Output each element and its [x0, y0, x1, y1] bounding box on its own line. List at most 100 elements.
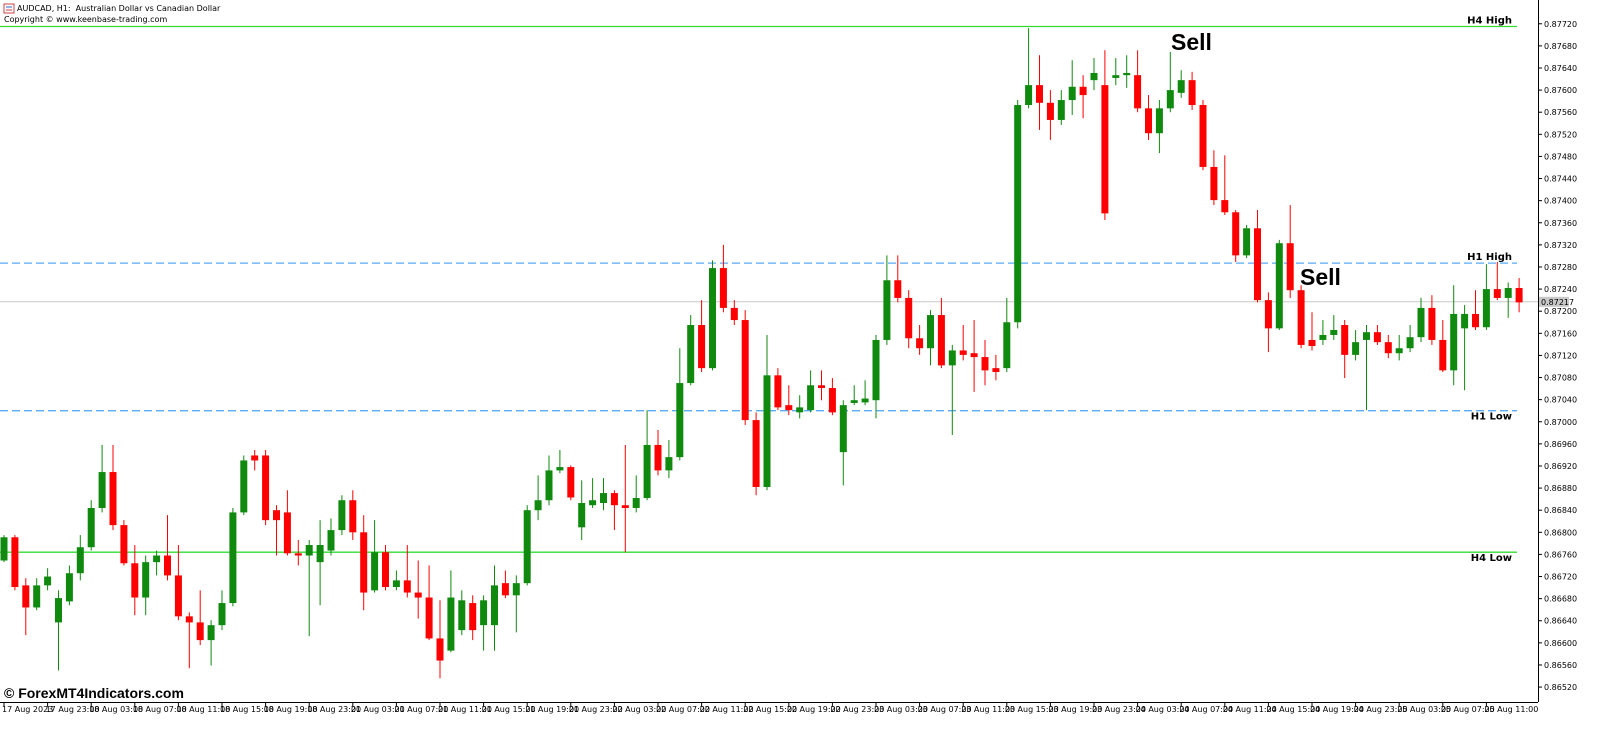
- y-tick-label: 0.87720: [1544, 20, 1577, 29]
- candle-body: [883, 280, 891, 340]
- candle-body: [1417, 307, 1425, 338]
- candle-body: [818, 385, 825, 389]
- y-tick-label: 0.87520: [1544, 130, 1577, 139]
- candle-body: [741, 320, 749, 421]
- x-tick-label: 24 Aug 03:00: [1136, 705, 1190, 714]
- x-tick-label: 22 Aug 15:00: [743, 705, 797, 714]
- candle-body: [719, 268, 727, 308]
- candle-body: [1166, 90, 1174, 109]
- y-tick-label: 0.87040: [1544, 396, 1577, 405]
- candle-body: [1461, 313, 1469, 329]
- y-tick-label: 0.87200: [1544, 307, 1577, 316]
- candle-body: [229, 512, 237, 604]
- candle-body: [1308, 339, 1316, 347]
- candle-body: [207, 625, 215, 641]
- x-tick-label: 23 Aug 23:00: [1092, 705, 1146, 714]
- y-tick-label: 0.87400: [1544, 197, 1577, 206]
- x-tick-label: 22 Aug 03:00: [612, 705, 666, 714]
- y-tick-label: 0.86880: [1544, 484, 1577, 493]
- candle-body: [164, 555, 171, 576]
- candle-body: [1177, 80, 1185, 93]
- x-tick-label: 23 Aug 03:00: [874, 705, 928, 714]
- candle-body: [774, 375, 782, 408]
- candle-body: [556, 467, 564, 471]
- candle-body: [185, 616, 193, 623]
- candle-body: [970, 353, 978, 358]
- x-tick-label: 17 Aug 2023: [2, 705, 53, 714]
- x-tick-label: 18 Aug 07:00: [133, 705, 187, 714]
- candle-body: [600, 493, 607, 504]
- candle-body: [240, 460, 248, 513]
- candle-body: [349, 500, 357, 533]
- candle-body: [1384, 342, 1392, 354]
- candle-body: [174, 575, 182, 617]
- candle-body: [763, 375, 771, 487]
- level-label: H4 Low: [1471, 553, 1512, 564]
- candle-body: [131, 563, 139, 598]
- candle-body: [120, 525, 128, 564]
- candle-body: [305, 545, 313, 556]
- candle-body: [65, 573, 73, 602]
- x-tick-label: 22 Aug 11:00: [700, 705, 754, 714]
- candle-body: [196, 622, 204, 641]
- candle-body: [698, 325, 706, 369]
- y-tick-label: 0.87440: [1544, 175, 1577, 184]
- y-tick-label: 0.87000: [1544, 418, 1577, 427]
- candle-body: [1482, 289, 1490, 328]
- y-tick-label: 0.87080: [1544, 374, 1577, 383]
- candle-body: [1472, 313, 1479, 328]
- x-tick-label: 18 Aug 23:00: [307, 705, 361, 714]
- candle-body: [403, 580, 411, 593]
- candle-body: [1145, 108, 1152, 134]
- candle-body: [283, 512, 291, 554]
- candle-body: [1188, 80, 1196, 106]
- candle-body: [1395, 348, 1403, 354]
- y-tick-label: 0.86680: [1544, 595, 1577, 604]
- candle-body: [981, 357, 989, 371]
- candle-body: [1090, 72, 1098, 81]
- y-tick-label: 0.87280: [1544, 263, 1577, 272]
- candle-body: [491, 585, 498, 626]
- candle-body: [632, 498, 640, 508]
- candle-body: [469, 603, 477, 631]
- y-tick-label: 0.87160: [1544, 329, 1577, 338]
- y-tick-label: 0.87360: [1544, 219, 1577, 228]
- candle-body: [1199, 105, 1207, 167]
- y-tick-label: 0.87320: [1544, 241, 1577, 250]
- candle-body: [1406, 337, 1414, 349]
- candle-body: [567, 467, 575, 498]
- x-tick-label: 18 Aug 11:00: [176, 705, 230, 714]
- candle-body: [730, 307, 738, 321]
- current-price-label: 0.87217: [1541, 298, 1574, 307]
- candle-body: [905, 297, 913, 339]
- candle-body: [98, 472, 106, 508]
- y-tick-label: 0.87120: [1544, 351, 1577, 360]
- y-tick-label: 0.86640: [1544, 617, 1577, 626]
- x-tick-label: 25 Aug 07:00: [1441, 705, 1495, 714]
- y-tick-label: 0.87480: [1544, 152, 1577, 161]
- candle-body: [218, 603, 226, 626]
- candle-body: [33, 585, 41, 608]
- candle-body: [338, 500, 346, 531]
- candle-body: [1286, 243, 1294, 291]
- candle-body: [643, 444, 651, 499]
- x-tick-label: 18 Aug 19:00: [264, 705, 318, 714]
- candle-body: [545, 470, 553, 501]
- candle-body: [1036, 85, 1043, 103]
- candle-body: [578, 503, 586, 528]
- candle-body: [0, 537, 8, 561]
- current-price-box: [1539, 296, 1569, 307]
- y-tick-label: 0.87560: [1544, 108, 1577, 117]
- y-tick-label: 0.86760: [1544, 550, 1577, 559]
- candle-body: [1264, 300, 1272, 329]
- candle-body: [1123, 72, 1131, 76]
- watermark: © ForexMT4Indicators.com: [4, 685, 184, 701]
- candle-body: [1330, 329, 1338, 335]
- x-tick-label: 23 Aug 15:00: [1005, 705, 1059, 714]
- candle-body: [1352, 342, 1360, 355]
- candle-body: [1232, 212, 1240, 256]
- y-tick-label: 0.87680: [1544, 42, 1577, 51]
- x-tick-label: 24 Aug 11:00: [1223, 705, 1277, 714]
- candle-body: [501, 583, 509, 596]
